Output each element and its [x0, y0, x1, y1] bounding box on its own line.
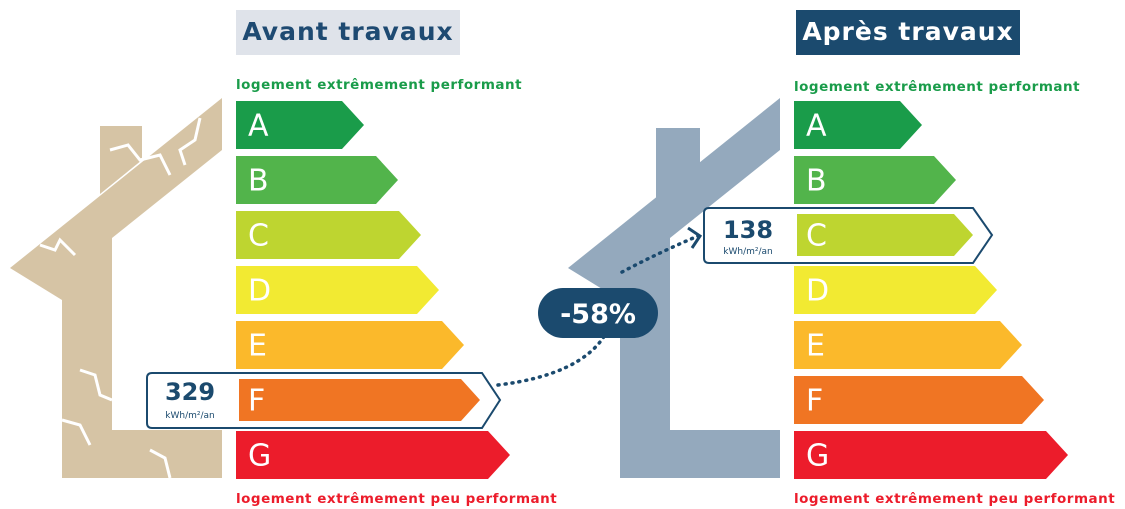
rating-letter: D	[806, 274, 829, 309]
rating-letter: E	[248, 329, 267, 364]
unit: kWh/m²/an	[723, 247, 772, 257]
rating-bar	[794, 321, 1022, 369]
panel-title: Avant travaux	[242, 17, 453, 46]
rating-bar	[236, 431, 510, 479]
rating-letter: B	[248, 164, 269, 199]
rating-letter: B	[806, 164, 827, 199]
top-label: logement extrêmement performant	[794, 79, 1080, 95]
rating-bar	[236, 321, 464, 369]
rating-letter: A	[248, 109, 269, 144]
value: 138	[723, 216, 773, 244]
rating-letter: C	[806, 219, 827, 254]
rating-bar	[794, 376, 1044, 424]
top-label: logement extrêmement performant	[236, 77, 522, 93]
rating-letter: E	[806, 329, 825, 364]
unit: kWh/m²/an	[165, 411, 214, 421]
rating-letter: F	[806, 384, 823, 419]
rating-letter: G	[806, 439, 829, 474]
rating-letter: F	[248, 384, 265, 419]
bottom-label: logement extrêmement peu performant	[794, 491, 1115, 507]
value: 329	[165, 378, 215, 406]
rating-letter: C	[248, 219, 269, 254]
rating-letter: A	[806, 109, 827, 144]
reduction: -58%	[560, 299, 636, 330]
rating-bar	[794, 431, 1068, 479]
panel-title: Après travaux	[802, 17, 1013, 46]
rating-letter: G	[248, 439, 271, 474]
rating-bar	[239, 379, 480, 421]
page: Avant travaux Après travaux logement ext…	[0, 0, 1125, 509]
bottom-label: logement extrêmement peu performant	[236, 491, 557, 507]
connector	[498, 335, 605, 385]
rating-letter: D	[248, 274, 271, 309]
